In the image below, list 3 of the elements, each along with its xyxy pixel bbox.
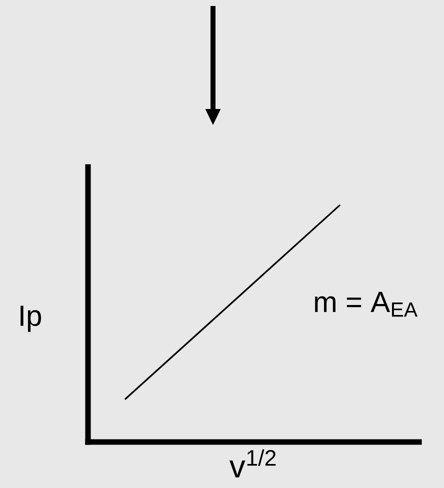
y-axis-title: Ip (20, 306, 42, 332)
x-axis-title: v$^{1/2}$ (229, 449, 276, 478)
annotation: m = A$_{EA}$ (315, 292, 418, 317)
